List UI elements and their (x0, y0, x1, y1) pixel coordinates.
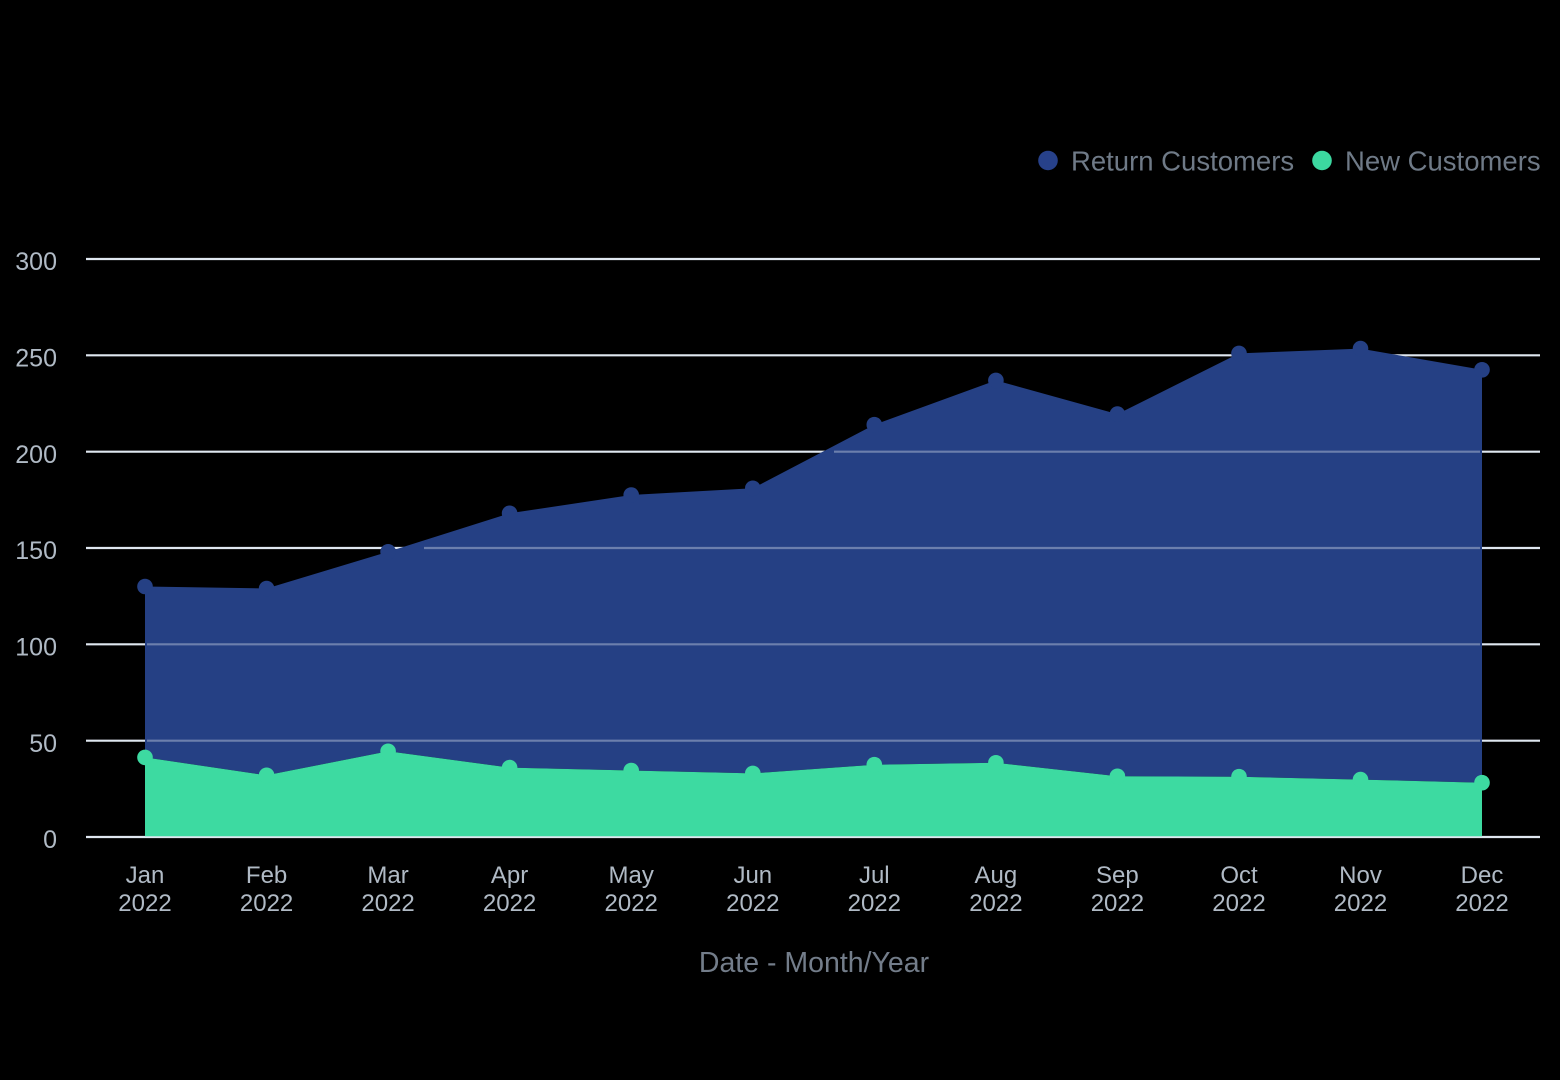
svg-text:Date - Month/Year: Date - Month/Year (699, 947, 930, 979)
svg-text:2022: 2022 (1334, 890, 1387, 917)
svg-text:May: May (609, 862, 654, 889)
svg-text:2022: 2022 (361, 890, 414, 917)
svg-text:2022: 2022 (969, 890, 1022, 917)
svg-text:2022: 2022 (118, 890, 171, 917)
svg-text:100: 100 (15, 634, 57, 662)
svg-text:2022: 2022 (1091, 890, 1144, 917)
svg-text:2022: 2022 (240, 890, 293, 917)
svg-text:New Customers: New Customers (1345, 146, 1541, 177)
svg-text:250: 250 (15, 345, 57, 373)
svg-text:50: 50 (29, 730, 57, 758)
svg-text:Sep: Sep (1096, 862, 1139, 889)
svg-text:Jan: Jan (126, 862, 165, 889)
svg-text:Dec: Dec (1461, 862, 1504, 889)
svg-text:2022: 2022 (848, 890, 901, 917)
svg-text:Oct: Oct (1220, 862, 1258, 889)
svg-text:Jun: Jun (733, 862, 772, 889)
svg-text:150: 150 (15, 537, 57, 565)
svg-text:Jul: Jul (859, 862, 890, 889)
svg-text:Return Customers: Return Customers (1071, 146, 1294, 177)
svg-text:Apr: Apr (491, 862, 528, 889)
svg-text:Nov: Nov (1339, 862, 1382, 889)
svg-text:300: 300 (15, 248, 57, 276)
svg-text:Aug: Aug (975, 862, 1018, 889)
svg-text:200: 200 (15, 441, 57, 469)
svg-text:2022: 2022 (1455, 890, 1508, 917)
svg-text:Feb: Feb (246, 862, 287, 889)
svg-text:2022: 2022 (483, 890, 536, 917)
svg-text:2022: 2022 (726, 890, 779, 917)
svg-text:Mar: Mar (367, 862, 408, 889)
svg-text:2022: 2022 (605, 890, 658, 917)
svg-text:2022: 2022 (1212, 890, 1265, 917)
svg-text:0: 0 (43, 826, 57, 854)
